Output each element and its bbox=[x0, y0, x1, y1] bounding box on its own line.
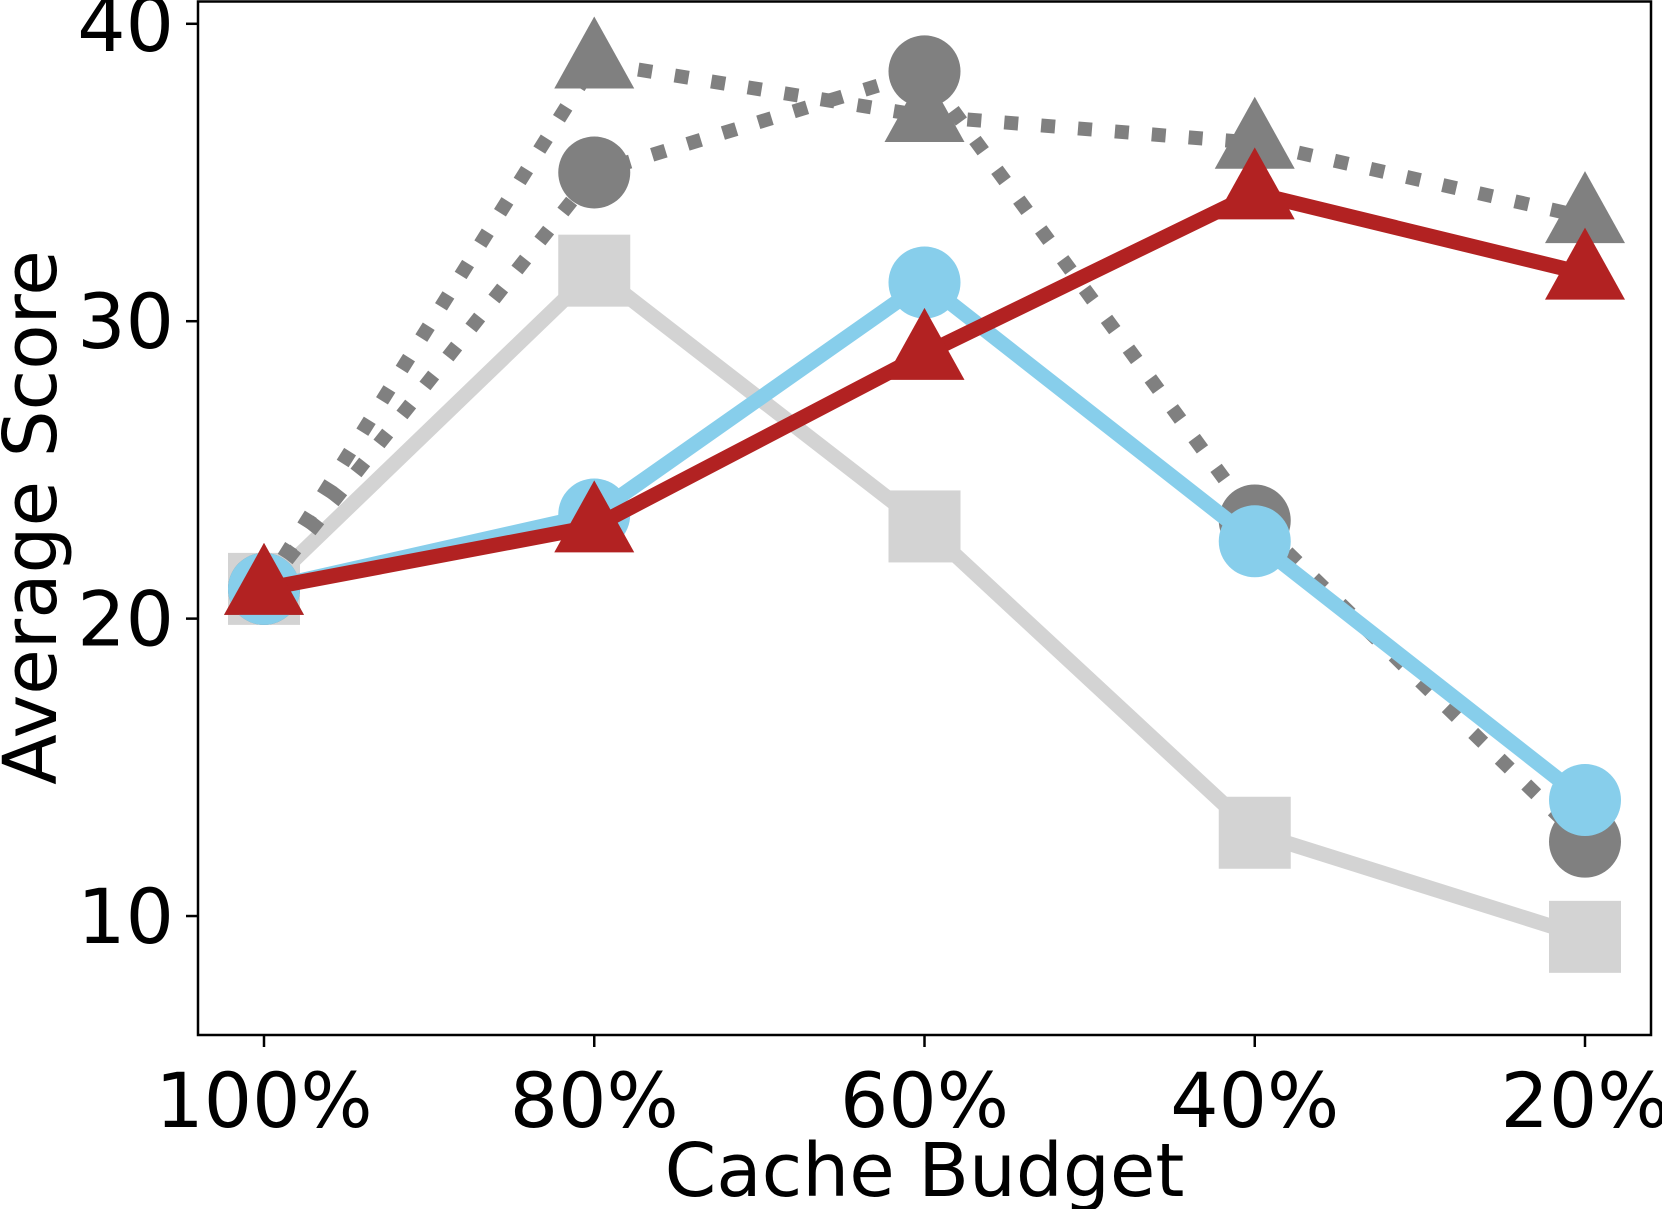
x-tick-label: 80% bbox=[510, 1056, 679, 1145]
triangle-marker bbox=[1214, 147, 1295, 220]
y-axis-title: Average Score bbox=[0, 250, 74, 785]
x-tick-label: 60% bbox=[840, 1056, 1009, 1145]
series-3-line bbox=[258, 64, 1590, 847]
y-tick-label: 40 bbox=[77, 0, 174, 69]
triangle-marker bbox=[1545, 171, 1625, 244]
triangle-marker bbox=[1214, 96, 1295, 169]
circle-marker bbox=[888, 35, 961, 108]
series-3 bbox=[228, 35, 1621, 878]
axes-layer: 100% 80% 60% 40% 20% 10 20 30 40 bbox=[77, 0, 1662, 1145]
triangle-marker bbox=[554, 480, 635, 553]
y-tick-label: 20 bbox=[77, 575, 174, 664]
series-2-line bbox=[258, 55, 1587, 593]
triangle-marker bbox=[224, 542, 304, 615]
series-5 bbox=[224, 147, 1625, 615]
square-marker bbox=[558, 234, 631, 307]
circle-marker bbox=[1549, 764, 1621, 837]
triangle-marker bbox=[1545, 227, 1625, 300]
square-marker bbox=[888, 490, 961, 563]
circle-marker bbox=[1218, 505, 1291, 578]
triangle-marker bbox=[554, 16, 635, 89]
x-axis-title: Cache Budget bbox=[665, 1128, 1185, 1209]
y-tick-label: 30 bbox=[77, 277, 174, 366]
x-tick-label: 100% bbox=[155, 1056, 372, 1145]
y-tick-label: 10 bbox=[77, 872, 174, 961]
x-tick-label: 20% bbox=[1501, 1056, 1662, 1145]
x-tick-label: 40% bbox=[1170, 1056, 1339, 1145]
circle-marker bbox=[888, 246, 961, 319]
triangle-marker bbox=[884, 307, 965, 380]
square-marker bbox=[1218, 796, 1291, 869]
square-marker bbox=[1549, 900, 1621, 973]
series-layer bbox=[224, 16, 1625, 973]
circle-marker bbox=[558, 136, 631, 209]
series-1 bbox=[228, 234, 1621, 973]
